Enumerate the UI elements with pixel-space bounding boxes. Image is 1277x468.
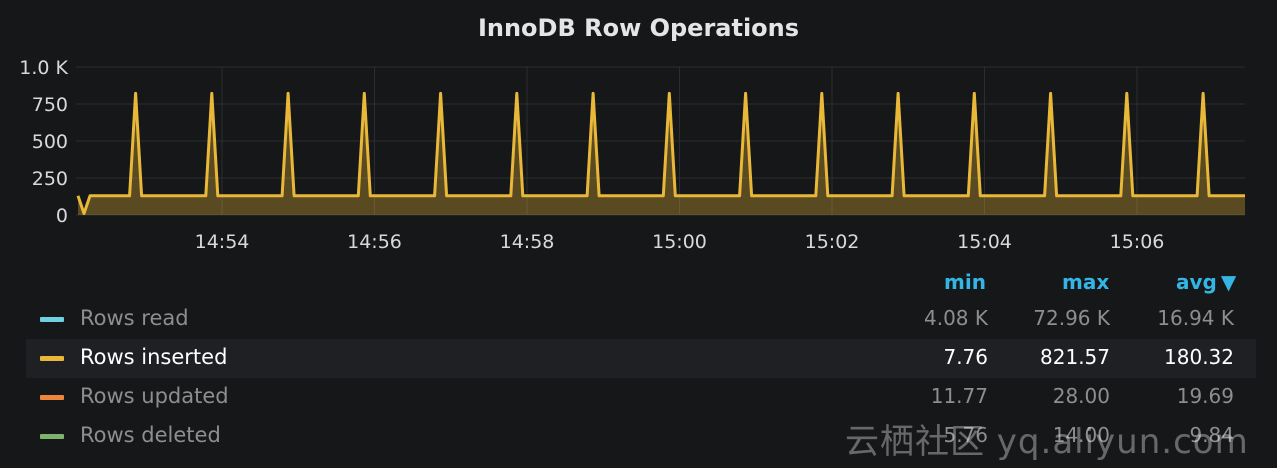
- x-tick-label: 15:06: [1110, 231, 1165, 253]
- legend-min: 4.08 K: [923, 306, 988, 330]
- grid-lines: [76, 66, 1245, 216]
- legend-avg: 180.32: [1164, 345, 1234, 369]
- legend-min: 7.76: [943, 345, 988, 369]
- legend-row[interactable]: Rows read 4.08 K 72.96 K 16.94 K: [26, 300, 1256, 339]
- x-tick-label: 15:00: [652, 231, 707, 253]
- legend-table: min max avg ▼ Rows read 4.08 K 72.96 K 16…: [26, 268, 1256, 456]
- watermark: 云栖社区 yq.aliyun.com: [845, 422, 1249, 462]
- legend-min: 11.77: [930, 384, 988, 408]
- line-chart: 0 250 500 750 1.0 K 14:54 14:56 14:58 15:00 15:0…: [19, 57, 1245, 253]
- x-tick-label: 15:04: [957, 231, 1012, 253]
- panel-title: InnoDB Row Operations: [477, 14, 800, 42]
- legend-max: 72.96 K: [1033, 306, 1110, 330]
- legend-series-name[interactable]: Rows deleted: [80, 423, 221, 447]
- legend-header-avg[interactable]: avg ▼: [1176, 270, 1237, 294]
- legend-series-name[interactable]: Rows read: [80, 306, 189, 330]
- legend-row[interactable]: Rows updated 11.77 28.00 19.69: [26, 378, 1256, 417]
- legend-avg: 9.84: [1189, 423, 1234, 447]
- legend-row[interactable]: Rows inserted 7.76 821.57 180.32: [26, 339, 1256, 378]
- legend-max: 821.57: [1040, 345, 1110, 369]
- legend-max: 28.00: [1052, 384, 1110, 408]
- series-color-swatch: [40, 434, 64, 439]
- legend-min: 5.76: [943, 423, 988, 447]
- legend-header: min max avg ▼: [26, 268, 1256, 300]
- legend-header-max[interactable]: max: [1062, 270, 1110, 294]
- y-tick-label: 250: [32, 168, 68, 190]
- x-axis-ticks: 14:54 14:56 14:58 15:00 15:02 15:04 15:06: [195, 231, 1165, 253]
- x-tick-label: 15:02: [805, 231, 860, 253]
- y-tick-label: 500: [32, 131, 68, 153]
- legend-avg: 19.69: [1176, 384, 1234, 408]
- sort-desc-icon: ▼: [1220, 270, 1237, 294]
- y-tick-label: 0: [56, 205, 68, 227]
- legend-series-name[interactable]: Rows updated: [80, 384, 229, 408]
- y-tick-label: 1.0 K: [19, 57, 68, 79]
- x-tick-label: 14:56: [347, 231, 402, 253]
- legend-max: 14.00: [1052, 423, 1110, 447]
- legend-row[interactable]: Rows deleted 5.76 14.00 9.84: [26, 417, 1256, 456]
- series-color-swatch: [40, 395, 64, 400]
- y-axis-ticks: 0 250 500 750 1.0 K: [19, 57, 68, 227]
- series-area-rows-inserted: [78, 93, 1245, 215]
- x-tick-label: 14:58: [500, 231, 555, 253]
- series-color-swatch: [40, 356, 64, 361]
- legend-series-name[interactable]: Rows inserted: [80, 345, 228, 369]
- series-line-rows-inserted: [76, 91, 1245, 215]
- series-color-swatch: [40, 317, 64, 322]
- legend-header-min[interactable]: min: [944, 270, 986, 294]
- x-tick-label: 14:54: [195, 231, 250, 253]
- y-tick-label: 750: [32, 94, 68, 116]
- legend-avg: 16.94 K: [1157, 306, 1234, 330]
